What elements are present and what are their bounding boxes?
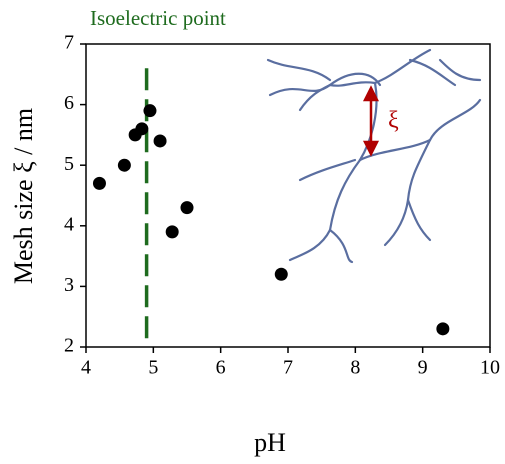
- y-tick-label: 2: [64, 335, 74, 357]
- point: [436, 322, 450, 336]
- x-tick-label: 8: [350, 357, 360, 379]
- point: [165, 225, 179, 239]
- x-tick-label: 7: [283, 357, 293, 379]
- y-tick-label: 7: [64, 32, 74, 54]
- x-tick-label: 10: [480, 357, 500, 379]
- inset-label: ξ: [388, 108, 399, 134]
- y-tick-label: 3: [64, 274, 74, 296]
- point: [135, 122, 149, 136]
- y-axis-label: Mesh size ξ / nm: [9, 108, 38, 284]
- x-axis-label: pH: [254, 428, 286, 457]
- point: [92, 176, 106, 190]
- x-tick-label: 6: [216, 357, 226, 379]
- x-tick-label: 5: [148, 357, 158, 379]
- y-tick-label: 6: [64, 92, 74, 114]
- point: [117, 158, 131, 172]
- point: [153, 134, 167, 148]
- network-illustration: [266, 48, 482, 264]
- y-tick-label: 4: [64, 213, 74, 235]
- reference-label: Isoelectric point: [90, 6, 226, 30]
- arrow: [362, 85, 380, 157]
- point: [274, 267, 288, 281]
- x-tick-label: 9: [418, 357, 428, 379]
- point: [143, 104, 157, 118]
- point: [180, 201, 194, 215]
- y-tick-label: 5: [64, 153, 74, 175]
- x-tick-label: 4: [81, 357, 91, 379]
